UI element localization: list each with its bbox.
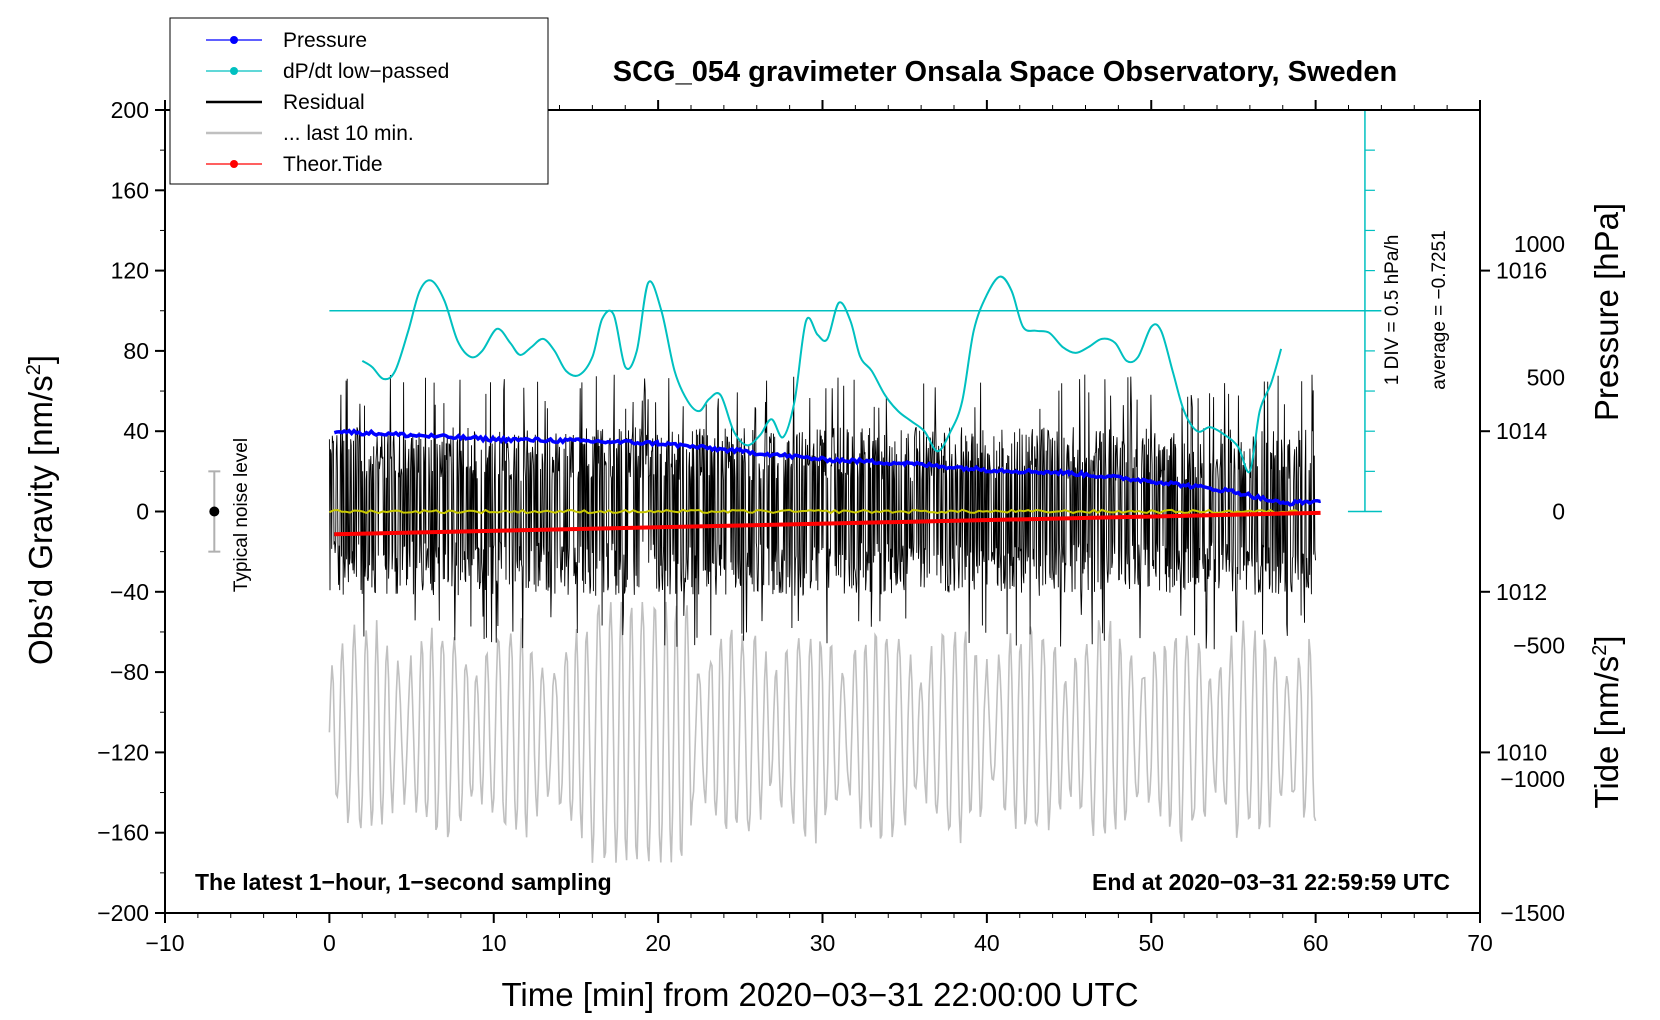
- legend: Pressure dP/dt low−passed Residual ... last…: [169, 17, 549, 185]
- chart-title: SCG_054 gravimeter Onsala Space Observat…: [613, 56, 1397, 88]
- y-tick-label: 160: [111, 177, 149, 203]
- note-noise-level: Typical noise level: [231, 438, 252, 592]
- y-axis-label-tide-sup: 2: [1589, 645, 1611, 656]
- pressure-tick-label: 1016: [1496, 258, 1547, 284]
- y-axis-label-left-text: Obs’d Gravity [nm/s: [22, 375, 59, 665]
- y-axis-label-left-end: ]: [22, 355, 59, 364]
- x-tick-label: 0: [323, 930, 336, 956]
- y-tick-label: −200: [97, 900, 149, 926]
- note-latest-hour: The latest 1−hour, 1−second sampling: [195, 869, 612, 895]
- legend-marker: [230, 36, 238, 44]
- x-tick-label: 40: [974, 930, 1000, 956]
- y-axis-label-tide-end: ]: [1588, 635, 1625, 644]
- y-axis-label-left: Obs’d Gravity [nm/s2]: [22, 355, 59, 665]
- tide-tick-label: −1000: [1500, 766, 1565, 792]
- pressure-tick-label: 1012: [1496, 579, 1547, 605]
- legend-items: Pressure dP/dt low−passed Residual ... last…: [206, 29, 449, 176]
- x-tick-label: 20: [645, 930, 671, 956]
- y-axis-label-left-sup: 2: [23, 364, 45, 375]
- note-div-scale: 1 DIV = 0.5 hPa/h: [1382, 235, 1403, 386]
- y-tick-label: −80: [110, 659, 149, 685]
- series-pressure: [333, 428, 1321, 507]
- y-tick-label: 40: [123, 418, 149, 444]
- note-end-time: End at 2020−03−31 22:59:59 UTC: [1092, 869, 1450, 895]
- legend-label: Residual: [283, 91, 365, 114]
- tide-tick-label: −1500: [1500, 900, 1565, 926]
- y-tick-label: 120: [111, 258, 149, 284]
- pressure-tick-label: 1010: [1496, 739, 1547, 765]
- y-tick-label: −40: [110, 579, 149, 605]
- tide-tick-label: 0: [1552, 499, 1565, 525]
- series-residual: [328, 374, 1316, 650]
- x-tick-label: 30: [810, 930, 836, 956]
- plot-area: [208, 109, 1382, 863]
- x-tick-label: 60: [1303, 930, 1329, 956]
- note-average: average = −0.7251: [1429, 230, 1450, 390]
- y-tick-label: 80: [123, 338, 149, 364]
- legend-label: ... last 10 min.: [283, 122, 414, 145]
- legend-marker: [230, 160, 238, 168]
- series-theoretical-tide: [334, 510, 1321, 537]
- series-last-10-min: [328, 601, 1317, 863]
- x-axis-label: Time [min] from 2020−03−31 22:00:00 UTC: [501, 976, 1138, 1013]
- x-tick-label: 70: [1467, 930, 1493, 956]
- axes: −10 0 10 20 30 40 50 60 70 200 160 120 80 40 0 −40 −80 −1…: [97, 97, 1565, 956]
- x-tick-label: 50: [1138, 930, 1164, 956]
- y-tick-label: −160: [97, 820, 149, 846]
- series-dpdt: [361, 275, 1283, 474]
- legend-label: Theor.Tide: [283, 153, 383, 176]
- y-axis-label-tide-text: Tide [nm/s: [1588, 656, 1625, 809]
- y-tick-label: −120: [97, 739, 149, 765]
- legend-marker: [230, 67, 238, 75]
- tide-tick-label: 1000: [1514, 231, 1565, 257]
- legend-label: Pressure: [283, 29, 367, 52]
- legend-label: dP/dt low−passed: [283, 60, 449, 83]
- tide-tick-label: 500: [1527, 365, 1565, 391]
- x-tick-label: −10: [145, 930, 184, 956]
- noise-bar-dot: [209, 506, 220, 517]
- pressure-tick-label: 1014: [1496, 418, 1547, 444]
- tide-tick-label: −500: [1513, 632, 1565, 658]
- series-residual-mean: [328, 508, 1316, 515]
- y-tick-label: 200: [111, 97, 149, 123]
- x-tick-label: 10: [481, 930, 507, 956]
- y-tick-label: 0: [136, 499, 149, 525]
- y-axis-label-tide: Tide [nm/s2]: [1588, 635, 1625, 808]
- y-axis-label-pressure: Pressure [hPa]: [1588, 203, 1625, 421]
